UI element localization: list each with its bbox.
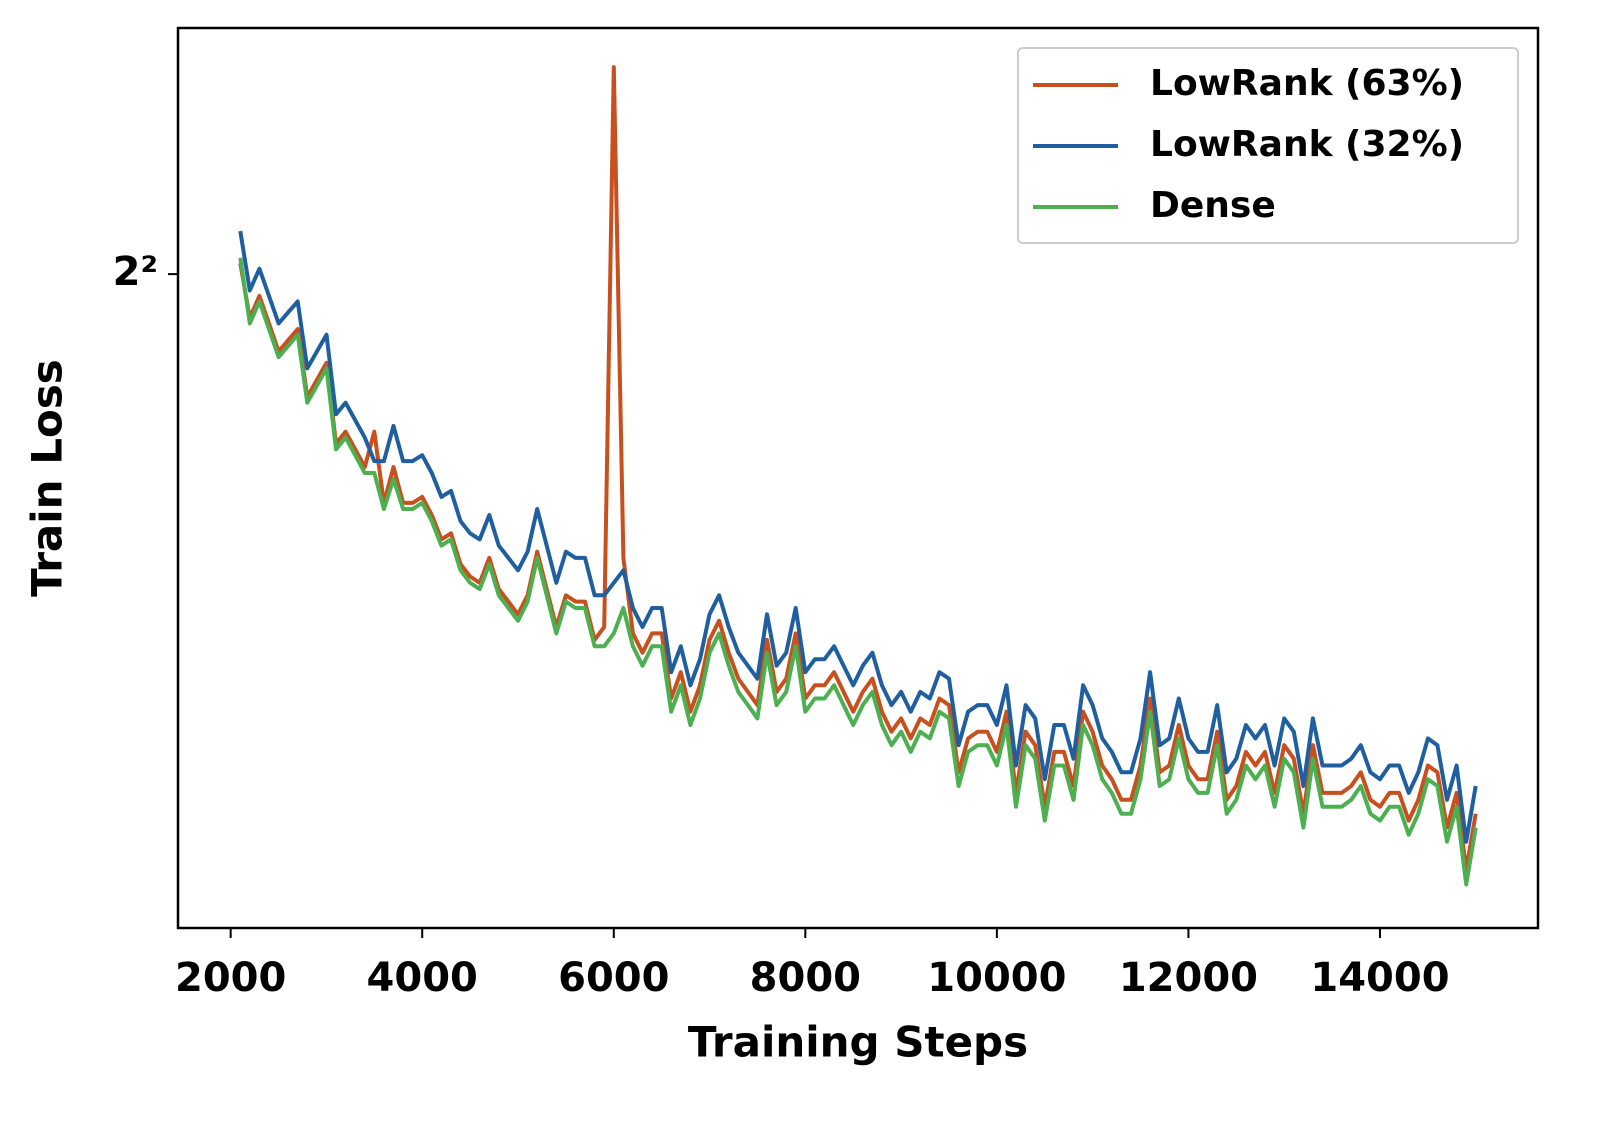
x-tick-label: 10000 <box>927 955 1066 1001</box>
x-tick-label: 8000 <box>750 955 861 1001</box>
plot-frame <box>176 26 1540 930</box>
x-tick-label: 6000 <box>558 955 669 1001</box>
y-tick-label: 2² <box>113 249 158 295</box>
x-tick-label: 2000 <box>175 955 286 1001</box>
x-tick-label: 14000 <box>1310 955 1449 1001</box>
y-axis-label: Train Loss <box>23 359 72 597</box>
legend-label: Dense <box>1150 185 1276 226</box>
x-axis-label: Training Steps <box>688 1018 1028 1067</box>
x-tick-label: 12000 <box>1119 955 1258 1001</box>
x-tick-label: 4000 <box>367 955 478 1001</box>
line-series <box>238 257 1478 887</box>
legend-label: LowRank (63%) <box>1150 63 1464 104</box>
legend-box <box>1017 47 1519 244</box>
legend: LowRank (63%) LowRank (32%) Dense <box>1017 47 1519 244</box>
line-series <box>238 65 1478 873</box>
line-series <box>238 230 1478 844</box>
legend-label: LowRank (32%) <box>1150 124 1464 165</box>
